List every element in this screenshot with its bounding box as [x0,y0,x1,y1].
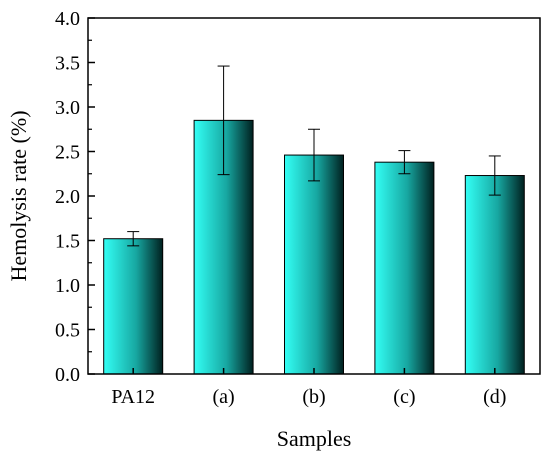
x-tick-label-0: PA12 [111,386,155,408]
y-axis-title: Hemolysis rate (%) [6,110,31,281]
tick-labels-layer: PA12 (a) (b) (c) (d) 0.0 0.5 1.0 1.5 2.0 2.5 3.0 3.5… [55,8,506,408]
bar-0 [103,238,164,375]
y-tick-label-6: 3.0 [55,97,80,119]
x-tick-label-2: (b) [302,386,325,408]
y-tick-label-5: 2.5 [55,142,80,164]
y-tick-label-3: 1.5 [55,231,80,253]
y-tick-label-2: 1.0 [55,275,80,297]
y-tick-label-1: 0.5 [55,320,80,342]
y-tick-label-0: 0.0 [55,364,80,386]
x-tick-label-1: (a) [212,386,234,408]
y-tick-label-4: 2.0 [55,186,80,208]
error-bars-layer [127,65,501,247]
bar-2 [284,154,344,375]
y-tick-label-7: 3.5 [55,53,80,75]
bar-4 [464,175,525,375]
y-tick-label-8: 4.0 [55,8,80,30]
bar-3 [374,161,435,375]
x-tick-label-4: (d) [483,386,506,408]
x-axis-title: Samples [277,426,352,451]
x-tick-label-3: (c) [393,386,415,408]
axes-layer [87,17,541,375]
